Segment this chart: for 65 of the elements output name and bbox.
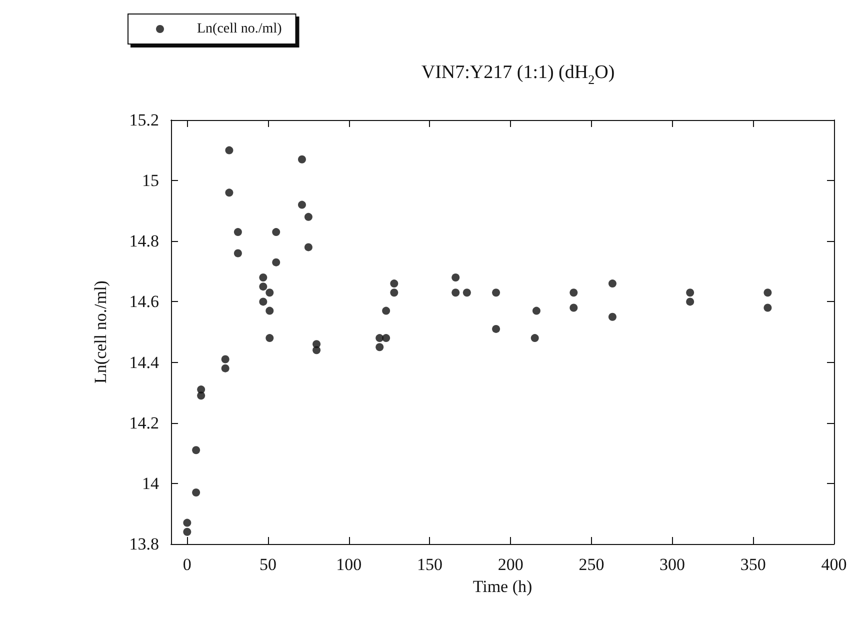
point xyxy=(376,334,384,342)
point xyxy=(764,288,772,297)
point xyxy=(259,273,268,282)
point xyxy=(225,146,234,154)
x-tick-label: 0 xyxy=(182,555,192,574)
y-tick-label: 14.8 xyxy=(129,232,159,251)
y-tick-label: 15.2 xyxy=(129,110,159,130)
point xyxy=(532,306,540,315)
point xyxy=(764,304,772,312)
y-tick-label: 14.2 xyxy=(129,413,159,432)
point xyxy=(492,324,500,333)
point xyxy=(686,298,694,306)
point xyxy=(266,288,274,297)
point xyxy=(183,528,192,536)
point xyxy=(298,200,306,209)
point xyxy=(234,228,242,236)
point xyxy=(266,306,274,315)
y-tick-label: 14.4 xyxy=(129,352,160,372)
x-tick-label: 50 xyxy=(260,555,277,574)
x-tick-label: 350 xyxy=(740,555,766,574)
point xyxy=(259,298,268,306)
x-tick-label: 100 xyxy=(336,555,362,574)
point xyxy=(462,288,471,297)
point xyxy=(686,288,694,297)
point xyxy=(376,343,384,352)
point xyxy=(272,228,280,236)
point xyxy=(272,258,280,266)
point xyxy=(259,282,268,291)
y-tick-label: 14 xyxy=(142,474,160,493)
legend-label: Ln(cell no./ml) xyxy=(197,22,282,36)
point xyxy=(608,312,616,321)
x-tick-label: 400 xyxy=(821,555,847,574)
point xyxy=(530,334,539,342)
point xyxy=(312,346,321,354)
point xyxy=(382,334,390,342)
y-tick-label: 13.8 xyxy=(129,534,159,554)
point xyxy=(382,306,390,315)
point xyxy=(183,518,192,527)
point xyxy=(452,273,460,282)
point xyxy=(304,243,312,252)
point xyxy=(197,392,206,400)
point xyxy=(192,488,200,497)
point xyxy=(390,280,398,288)
point xyxy=(452,288,460,297)
point xyxy=(492,288,500,297)
point xyxy=(221,364,230,372)
y-tick-label: 15 xyxy=(142,171,159,190)
point xyxy=(298,155,306,164)
point xyxy=(608,280,616,288)
y-tick-label: 14.6 xyxy=(129,292,159,312)
point xyxy=(234,249,242,258)
x-tick-label: 250 xyxy=(578,555,604,574)
x-axis-title: Time (h) xyxy=(472,577,532,596)
point xyxy=(390,288,398,297)
point xyxy=(304,212,312,221)
point xyxy=(225,188,234,197)
point xyxy=(192,446,200,454)
x-tick-label: 150 xyxy=(416,555,442,574)
point xyxy=(570,304,578,312)
x-tick-label: 300 xyxy=(660,555,686,574)
y-axis-title: Ln(cell no./ml) xyxy=(91,280,110,384)
point xyxy=(266,334,274,342)
point xyxy=(570,288,578,297)
x-tick-label: 200 xyxy=(498,555,524,574)
point xyxy=(221,355,230,364)
